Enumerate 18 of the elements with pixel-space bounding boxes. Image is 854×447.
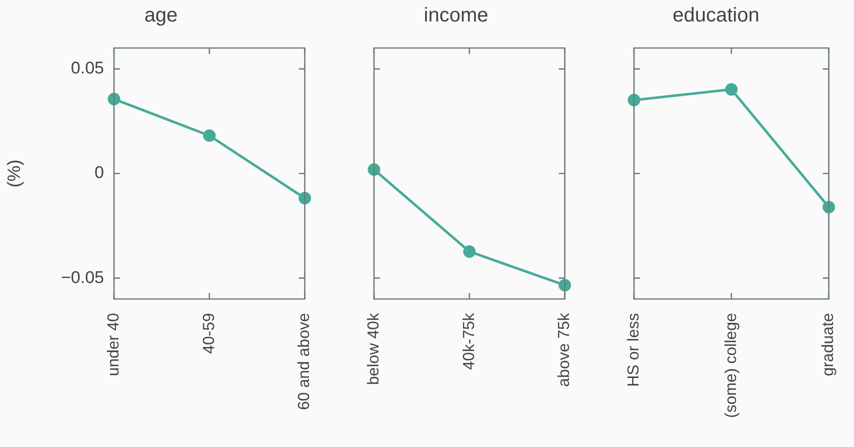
y-tick-label: 0 [94, 163, 104, 182]
x-tick-label: (some) college [722, 312, 740, 418]
chart-title: income [424, 4, 488, 27]
x-tick-label: under 40 [105, 312, 122, 376]
point [203, 129, 216, 142]
x-tick-label: 60 and above [296, 312, 314, 410]
x-tick-label: 40k-75k [460, 312, 478, 370]
y-axis-title: (%) [4, 160, 24, 188]
x-tick-label: 40-59 [200, 312, 218, 354]
y-tick-label: 0.05 [70, 58, 104, 78]
x-tick-label: below 40k [365, 312, 382, 386]
x-tick-label: graduate [820, 312, 838, 376]
x-tick-label: HS or less [625, 313, 642, 387]
x-tick-label: above 75k [556, 312, 574, 387]
y-tick-label: −0.05 [60, 268, 104, 287]
chart-title: education [672, 4, 760, 27]
point [108, 92, 120, 106]
chart-title: age [144, 4, 178, 27]
